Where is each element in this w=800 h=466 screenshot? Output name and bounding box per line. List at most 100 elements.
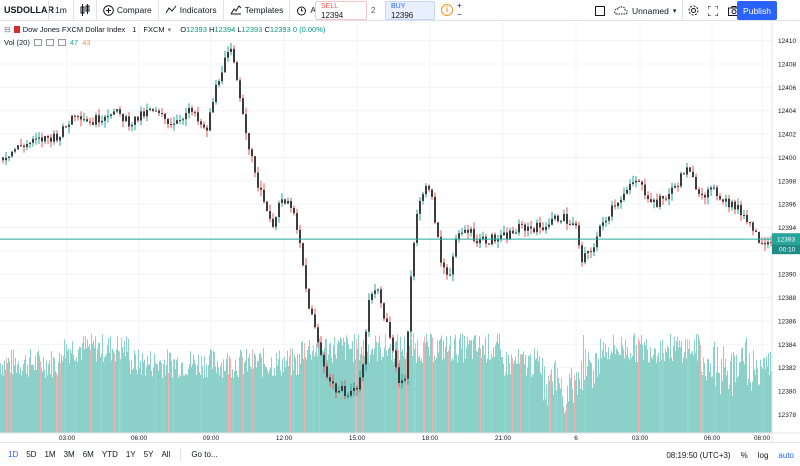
range-ytd[interactable]: YTD [101, 450, 118, 459]
volume-bar [269, 369, 270, 433]
volume-bar [544, 366, 545, 433]
legend-exchange[interactable]: FXCM [143, 25, 165, 34]
volume-bar [602, 350, 603, 433]
close-icon[interactable] [57, 39, 66, 46]
templates-button[interactable]: Templates [224, 0, 290, 21]
range-5d[interactable]: 5D [26, 450, 37, 459]
candle-body [113, 111, 115, 115]
candle-body [398, 367, 400, 384]
volume-bar [477, 352, 478, 433]
volume-bar [617, 349, 618, 433]
range-5y[interactable]: 5Y [143, 450, 154, 459]
volume-bar [194, 359, 195, 433]
range-3m[interactable]: 3M [63, 450, 75, 459]
save-layout-button[interactable]: Unnamed ▾ [608, 0, 682, 21]
volume-bar [77, 362, 78, 433]
range-1d[interactable]: 1D [8, 450, 19, 459]
volume-bar [249, 354, 250, 433]
volume-bar [230, 358, 231, 433]
candle-body [89, 121, 91, 123]
volume-bar [36, 369, 37, 433]
candle-body [434, 196, 436, 223]
interval-button[interactable]: 1m [55, 5, 67, 15]
settings-button[interactable] [683, 0, 703, 21]
volume-bar [135, 354, 136, 433]
time-tick-label: 09:00 [203, 435, 220, 442]
volume-bar [488, 333, 489, 433]
settings-icon[interactable] [45, 39, 54, 46]
chart-type-button[interactable] [74, 0, 96, 21]
volume-bar [436, 357, 437, 433]
info-icon[interactable]: i [441, 4, 453, 16]
volume-bar [316, 343, 317, 433]
candle-body [137, 116, 139, 121]
collapse-icon[interactable]: ⊟ [4, 25, 11, 34]
volume-bar [62, 361, 63, 433]
candle-body [323, 354, 325, 367]
volume-bar [60, 363, 61, 433]
clock[interactable]: 08:19:50 (UTC+3) [666, 450, 731, 460]
range-all[interactable]: All [161, 450, 171, 459]
volume-bar [17, 364, 18, 433]
volume-bar [670, 333, 671, 433]
volume-bar [764, 357, 765, 433]
range-1y[interactable]: 1Y [125, 450, 136, 459]
volume-title[interactable]: Vol (20) [4, 38, 30, 47]
volume-bar [143, 362, 144, 433]
volume-bar [479, 336, 480, 433]
candle-body [182, 119, 184, 121]
volume-bar [276, 352, 277, 433]
volume-bar [240, 349, 241, 433]
symbol-title[interactable]: Dow Jones FXCM Dollar Index [22, 25, 126, 34]
auto-toggle[interactable]: auto [778, 450, 794, 460]
volume-bar [385, 334, 386, 433]
volume-bar [701, 371, 702, 433]
chevron-down-icon[interactable]: ▾ [167, 26, 172, 34]
layout-button[interactable] [592, 0, 608, 21]
volume-bar [511, 354, 512, 433]
candle-body [329, 377, 331, 382]
volume-bar [471, 339, 472, 433]
range-1m[interactable]: 1M [44, 450, 56, 459]
alarm-clock-icon [297, 6, 307, 15]
volume-bar [533, 374, 534, 433]
volume-bar [639, 341, 640, 433]
candle-body [656, 199, 658, 207]
goto-button[interactable]: Go to... [191, 450, 218, 459]
volume-bar [14, 365, 15, 433]
time-tick-label: 15:00 [349, 435, 366, 442]
volume-bar [171, 360, 172, 433]
indicators-button[interactable]: Indicators [159, 0, 223, 21]
volume-bar [423, 342, 424, 433]
fullscreen-button[interactable] [703, 0, 723, 21]
candle-body [668, 193, 670, 200]
volume-bar [555, 359, 556, 433]
volume-bar [365, 342, 366, 433]
volume-bar [82, 343, 83, 433]
range-6m[interactable]: 6M [82, 450, 94, 459]
quantity-stepper[interactable]: + − [457, 1, 462, 19]
volume-bar [307, 350, 308, 433]
volume-bar [161, 363, 162, 433]
publish-button[interactable]: Publish [737, 1, 777, 20]
volume-bar [634, 333, 635, 433]
volume-bar [266, 367, 267, 433]
percent-toggle[interactable]: % [740, 450, 748, 460]
sell-button[interactable]: SELL 12394 [315, 1, 367, 20]
buy-button[interactable]: BUY 12396 [385, 1, 435, 20]
volume-bar [491, 353, 492, 433]
volume-bar [704, 363, 705, 433]
log-toggle[interactable]: log [757, 450, 769, 460]
volume-bar [174, 359, 175, 433]
candle-body [155, 110, 157, 112]
price-chart[interactable]: 12410 12408 12406 12404 12402 12400 12398 12396… [0, 21, 800, 442]
compare-button[interactable]: Compare [97, 0, 158, 21]
volume-bar [7, 363, 8, 433]
eye-icon[interactable] [33, 39, 42, 46]
volume-bar [39, 355, 40, 433]
volume-bar [640, 344, 641, 433]
volume-bar [352, 340, 353, 433]
symbol-search[interactable]: USDOLLAR [4, 5, 54, 15]
volume-bar [353, 361, 354, 433]
candle-body [407, 331, 409, 379]
